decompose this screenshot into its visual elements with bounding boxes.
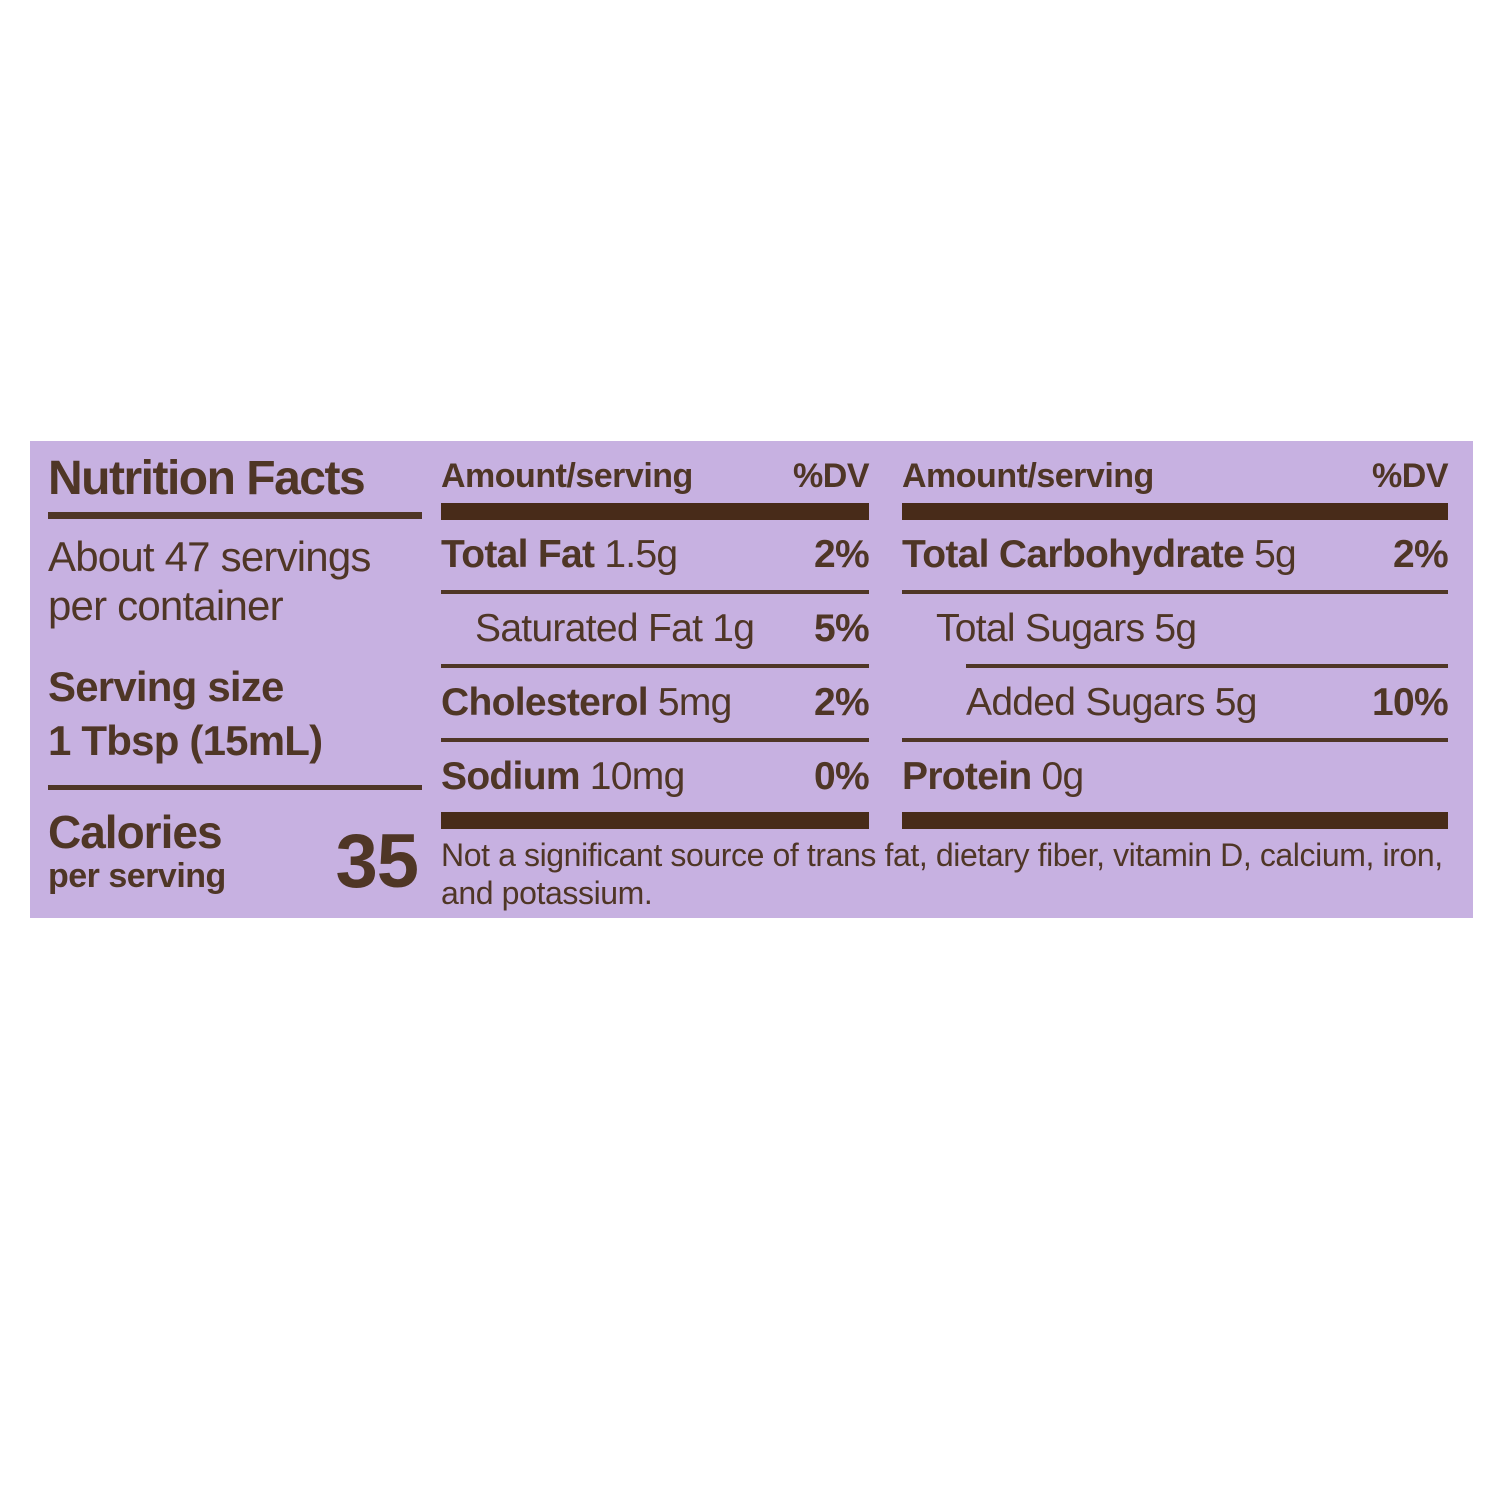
row-divider: [441, 590, 869, 594]
nutrient-name: Total Fat: [441, 533, 595, 576]
serving-size-divider: [48, 785, 422, 790]
calories-sublabel: per serving: [48, 857, 226, 895]
nutrient-name: Total Sugars: [936, 607, 1145, 650]
nutrition-facts-title: Nutrition Facts: [48, 452, 366, 505]
percent-dv-header: %DV: [793, 457, 869, 495]
servings-per-container: About 47 servings per container: [48, 532, 422, 630]
footnote: Not a significant source of trans fat, d…: [441, 837, 1443, 911]
calories-value: 35: [335, 819, 419, 904]
nutrient-dv: 2%: [814, 533, 870, 576]
section-bar: [902, 812, 1448, 829]
nutrient-name: Saturated Fat: [475, 607, 703, 650]
calories-row: Calories per serving 35: [48, 809, 422, 904]
serving-size: Serving size 1 Tbsp (15mL): [48, 660, 422, 768]
label-right-column: Amount/serving %DV Total Carbohydrate 5g …: [902, 441, 1449, 829]
row-divider: [902, 738, 1448, 742]
nutrient-amount: 1.5g: [604, 533, 678, 576]
nutrient-name: Protein: [902, 755, 1032, 798]
nutrient-row-total-fat: Total Fat 1.5g 2%: [441, 520, 870, 590]
nutrient-row-sodium: Sodium 10mg 0%: [441, 742, 870, 812]
nutrient-amount: 1g: [712, 607, 755, 650]
nutrient-row-added-sugars: Added Sugars 5g 10%: [902, 668, 1449, 738]
nutrient-amount: 5g: [1154, 607, 1197, 650]
nutrient-row-total-carbohydrate: Total Carbohydrate 5g 2%: [902, 520, 1449, 590]
percent-dv-header: %DV: [1372, 457, 1448, 495]
nutrient-row-protein: Protein 0g: [902, 742, 1448, 812]
row-divider: [902, 590, 1448, 594]
nutrient-dv: 2%: [1393, 533, 1449, 576]
row-divider: [441, 664, 869, 668]
nutrient-row-total-sugars: Total Sugars 5g: [902, 594, 1448, 664]
nutrient-row-cholesterol: Cholesterol 5mg 2%: [441, 668, 870, 738]
nutrient-dv: 5%: [814, 607, 870, 650]
nutrient-dv: 0%: [814, 755, 870, 798]
calories-labels: Calories per serving: [48, 809, 226, 897]
title-underline: [48, 512, 422, 519]
nutrient-dv: 10%: [1372, 681, 1449, 724]
nutrient-amount: 5g: [1214, 681, 1258, 724]
label-middle-column: Amount/serving %DV Total Fat 1.5g 2% Satu…: [441, 441, 870, 829]
servings-line-2: per container: [48, 582, 284, 629]
nutrient-amount: 0g: [1041, 755, 1084, 798]
nutrient-name: Sodium: [441, 755, 580, 798]
amount-per-serving-header: Amount/serving: [441, 457, 693, 495]
nutrition-facts-label: Nutrition Facts About 47 servings per co…: [30, 441, 1473, 918]
nutrient-amount: 5mg: [657, 681, 732, 724]
label-left-column: Nutrition Facts About 47 servings per co…: [48, 441, 422, 904]
section-bar: [441, 812, 869, 829]
nutrient-amount: 5g: [1254, 533, 1297, 576]
column-header: Amount/serving %DV: [902, 441, 1448, 503]
nutrient-name: Total Carbohydrate: [902, 533, 1245, 576]
nutrient-name: Cholesterol: [441, 681, 649, 724]
section-bar: [441, 503, 869, 520]
servings-line-1: About 47 servings: [48, 533, 371, 580]
section-bar: [902, 503, 1448, 520]
nutrient-row-saturated-fat: Saturated Fat 1g 5%: [441, 594, 870, 664]
serving-size-value: 1 Tbsp (15mL): [48, 717, 323, 764]
row-divider-indented: [966, 664, 1448, 668]
calories-label: Calories: [48, 806, 223, 858]
amount-per-serving-header: Amount/serving: [902, 457, 1154, 495]
nutrient-amount: 10mg: [589, 755, 685, 798]
nutrient-dv: 2%: [814, 681, 870, 724]
row-divider: [441, 738, 869, 742]
column-header: Amount/serving %DV: [441, 441, 869, 503]
nutrient-name: Added Sugars: [966, 681, 1205, 724]
serving-size-label: Serving size: [48, 663, 284, 710]
